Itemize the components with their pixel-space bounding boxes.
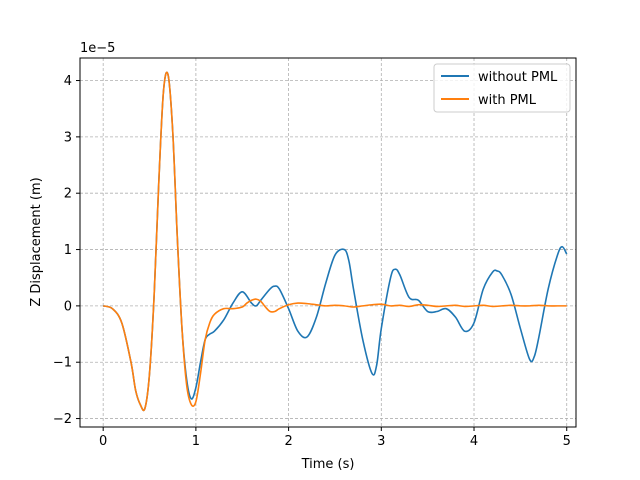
- x-tick-label: 3: [377, 434, 385, 449]
- ticks: 0 1 2 3 4 5 −2 −1 0 1 2 3 4: [53, 74, 571, 449]
- y-tick-label: 3: [64, 130, 72, 145]
- y-axis-label: Z Displacement (m): [29, 177, 44, 306]
- x-tick-label: 0: [99, 434, 107, 449]
- plot-frame: [79, 57, 577, 428]
- series-line-with-pml: [102, 71, 567, 412]
- series-layer: [102, 71, 568, 412]
- x-tick-label: 2: [284, 434, 292, 449]
- x-tick-label: 1: [192, 434, 200, 449]
- y-scale-label: 1e−5: [80, 41, 115, 56]
- y-tick-label: 1: [64, 243, 72, 258]
- legend-label-with-pml: with PML: [478, 93, 537, 108]
- y-tick-label: 4: [64, 74, 72, 89]
- legend: without PML with PML: [433, 63, 571, 113]
- x-tick-label: 5: [563, 434, 571, 449]
- x-axis-label: Time (s): [301, 457, 355, 472]
- y-tick-label: −2: [53, 412, 72, 427]
- y-tick-label: −1: [53, 356, 72, 371]
- x-tick-label: 4: [470, 434, 478, 449]
- y-tick-label: 0: [64, 299, 72, 314]
- legend-label-without-pml: without PML: [478, 70, 558, 85]
- y-tick-label: 2: [64, 187, 72, 202]
